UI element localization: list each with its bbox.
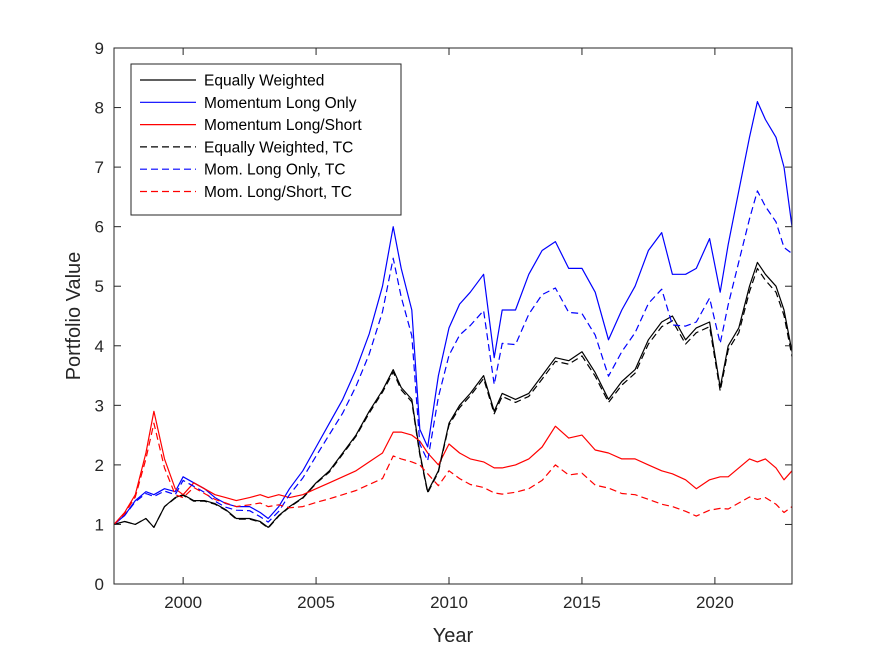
series-line-mom-long-only-tc: [113, 190, 793, 525]
series-line-mom-long-short-tc: [113, 422, 793, 525]
x-tick-label: 2005: [297, 593, 335, 612]
y-tick-label: 0: [95, 575, 104, 594]
legend-label-equally-weighted: Equally Weighted: [204, 73, 324, 90]
series-line-momentum-long-short: [113, 410, 793, 525]
tick-labels-layer: 2000 2005 2010 2015 2020 0 1 2 3 4 5 6 7 8 9: [95, 39, 734, 612]
y-tick-label: 2: [95, 456, 104, 475]
legend-label-momentum-long-short: Momentum Long/Short: [204, 117, 362, 134]
legend-label-mom-long-only-tc: Mom. Long Only, TC: [204, 162, 346, 179]
y-tick-label: 3: [95, 396, 104, 415]
series-line-equally-weighted-tc: [113, 267, 793, 529]
legend: Equally Weighted Momentum Long Only Moment…: [130, 63, 402, 216]
y-tick-label: 6: [95, 218, 104, 237]
y-tick-label: 5: [95, 277, 104, 296]
x-tick-label: 2015: [563, 593, 601, 612]
series-layer: [113, 101, 793, 529]
y-tick-label: 9: [95, 39, 104, 58]
x-tick-label: 2000: [164, 593, 202, 612]
legend-box: [130, 63, 402, 216]
x-tick-label: 2010: [430, 593, 468, 612]
y-tick-label: 7: [95, 158, 104, 177]
ticks-layer: [114, 47, 792, 585]
plot-frame: [113, 47, 793, 585]
x-axis-title: Year: [433, 625, 474, 647]
legend-label-momentum-long-only: Momentum Long Only: [204, 95, 357, 112]
y-tick-label: 1: [95, 515, 104, 534]
x-tick-label: 2020: [696, 593, 734, 612]
y-tick-label: 4: [95, 337, 104, 356]
legend-label-mom-long-short-tc: Mom. Long/Short, TC: [204, 184, 352, 201]
y-axis-title: Portfolio Value: [63, 252, 85, 381]
legend-label-equally-weighted-tc: Equally Weighted, TC: [204, 139, 353, 156]
y-tick-label: 8: [95, 99, 104, 118]
series-line-momentum-long-only: [113, 101, 793, 525]
